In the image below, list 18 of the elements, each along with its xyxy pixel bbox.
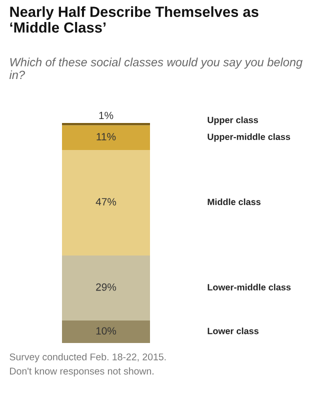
bar bbox=[62, 255, 150, 321]
chart-subtitle: Which of these social classes would you say you belong in? bbox=[9, 58, 302, 79]
text: Upper class bbox=[208, 116, 258, 125]
bar bbox=[62, 320, 150, 343]
text: Middle class bbox=[208, 198, 261, 206]
text: Don't know responses not shown. bbox=[10, 367, 154, 376]
data-label: 11% bbox=[96, 133, 116, 140]
data-label: 1% bbox=[99, 112, 114, 120]
data-label: 47% bbox=[96, 198, 116, 206]
data-label: 29% bbox=[96, 283, 116, 291]
bar bbox=[62, 150, 150, 256]
bar bbox=[62, 125, 150, 150]
chart-title: Nearly Half Describe Themselves as ‘Middle Class’ bbox=[10, 6, 258, 33]
text: Lower class bbox=[208, 328, 259, 334]
text: Survey conducted Feb. 18-22, 2015. bbox=[10, 353, 166, 362]
text: Lower-middle class bbox=[208, 284, 291, 290]
text: Upper-middle class bbox=[208, 133, 290, 142]
data-label: 10% bbox=[96, 327, 116, 335]
